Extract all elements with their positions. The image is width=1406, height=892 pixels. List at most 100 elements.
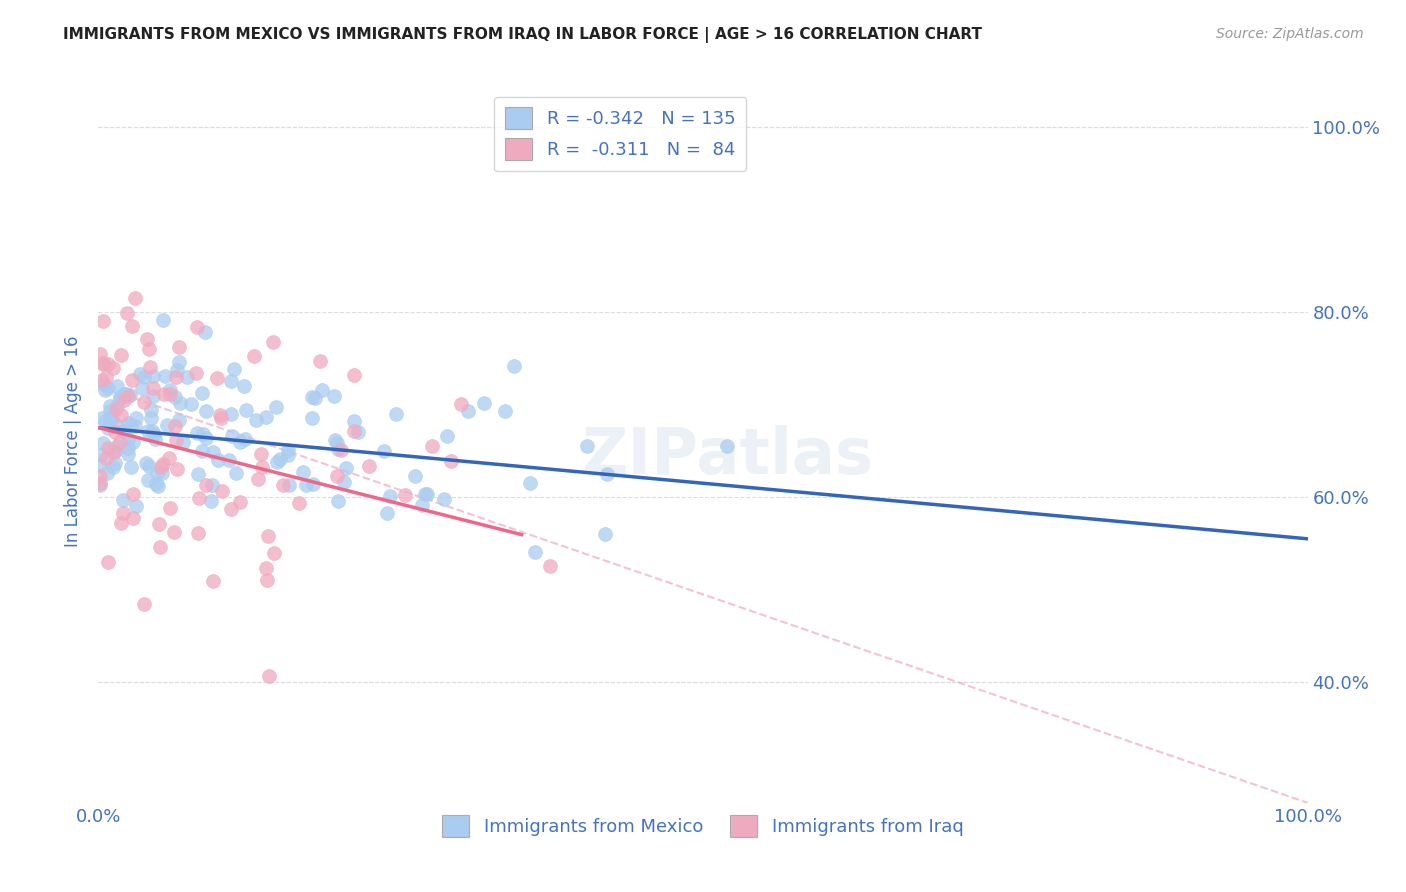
Point — [134, 394, 156, 409]
Point — [502, 359, 524, 374]
Point — [209, 411, 232, 425]
Point — [159, 387, 181, 401]
Point — [91, 357, 114, 371]
Point — [326, 442, 349, 457]
Point — [207, 453, 229, 467]
Point — [169, 396, 191, 410]
Point — [103, 360, 125, 375]
Point — [142, 427, 165, 442]
Point — [157, 450, 180, 465]
Point — [153, 387, 176, 401]
Point — [91, 376, 114, 391]
Point — [200, 493, 222, 508]
Point — [117, 447, 139, 461]
Point — [233, 378, 256, 392]
Point — [138, 458, 160, 473]
Point — [219, 502, 242, 516]
Point — [247, 472, 270, 486]
Point — [191, 444, 214, 458]
Point — [89, 469, 111, 483]
Point — [301, 410, 323, 425]
Point — [125, 411, 148, 425]
Point — [187, 525, 209, 540]
Point — [256, 573, 278, 587]
Point — [155, 417, 177, 432]
Point — [346, 425, 368, 439]
Point — [304, 391, 326, 405]
Point — [129, 367, 152, 381]
Point — [221, 428, 243, 442]
Point — [139, 403, 162, 417]
Point — [89, 475, 111, 490]
Point — [149, 540, 172, 554]
Point — [235, 403, 257, 417]
Point — [326, 468, 349, 483]
Point — [91, 356, 114, 370]
Point — [105, 418, 128, 433]
Point — [89, 347, 111, 361]
Point — [135, 456, 157, 470]
Point — [111, 506, 134, 520]
Point — [91, 411, 114, 425]
Point — [243, 350, 266, 364]
Point — [117, 416, 139, 430]
Point — [254, 410, 277, 425]
Point — [120, 460, 142, 475]
Point — [120, 417, 142, 432]
Point — [104, 456, 127, 470]
Point — [167, 413, 190, 427]
Point — [187, 467, 209, 481]
Point — [150, 459, 173, 474]
Point — [436, 429, 458, 443]
Point — [433, 492, 456, 507]
Point — [328, 493, 350, 508]
Point — [122, 434, 145, 449]
Point — [225, 466, 247, 480]
Point — [97, 357, 120, 371]
Point — [332, 475, 354, 490]
Point — [90, 373, 112, 387]
Point — [117, 441, 139, 455]
Point — [596, 467, 619, 482]
Point — [120, 388, 142, 402]
Point — [420, 439, 443, 453]
Point — [117, 389, 139, 403]
Point — [138, 342, 160, 356]
Point — [145, 476, 167, 491]
Point — [308, 354, 330, 368]
Point — [141, 424, 163, 438]
Point — [494, 404, 516, 418]
Point — [302, 476, 325, 491]
Point — [121, 373, 143, 387]
Point — [138, 473, 160, 487]
Point — [172, 435, 194, 450]
Point — [180, 397, 202, 411]
Point — [153, 369, 176, 384]
Point — [538, 559, 561, 574]
Point — [322, 389, 344, 403]
Point — [519, 475, 541, 490]
Point — [254, 561, 277, 575]
Point — [301, 390, 323, 404]
Point — [166, 363, 188, 377]
Point — [152, 312, 174, 326]
Point — [125, 499, 148, 513]
Point — [288, 496, 311, 510]
Point — [90, 449, 112, 463]
Point — [136, 424, 159, 438]
Point — [269, 451, 291, 466]
Point — [187, 491, 209, 505]
Point — [110, 348, 132, 362]
Point — [97, 441, 120, 455]
Point — [131, 381, 153, 395]
Point — [96, 466, 118, 480]
Point — [343, 368, 366, 383]
Legend: Immigrants from Mexico, Immigrants from Iraq: Immigrants from Mexico, Immigrants from … — [434, 808, 972, 845]
Point — [104, 444, 127, 458]
Point — [110, 435, 132, 450]
Point — [359, 458, 381, 473]
Point — [194, 325, 217, 339]
Point — [450, 396, 472, 410]
Point — [91, 314, 114, 328]
Point — [110, 391, 132, 405]
